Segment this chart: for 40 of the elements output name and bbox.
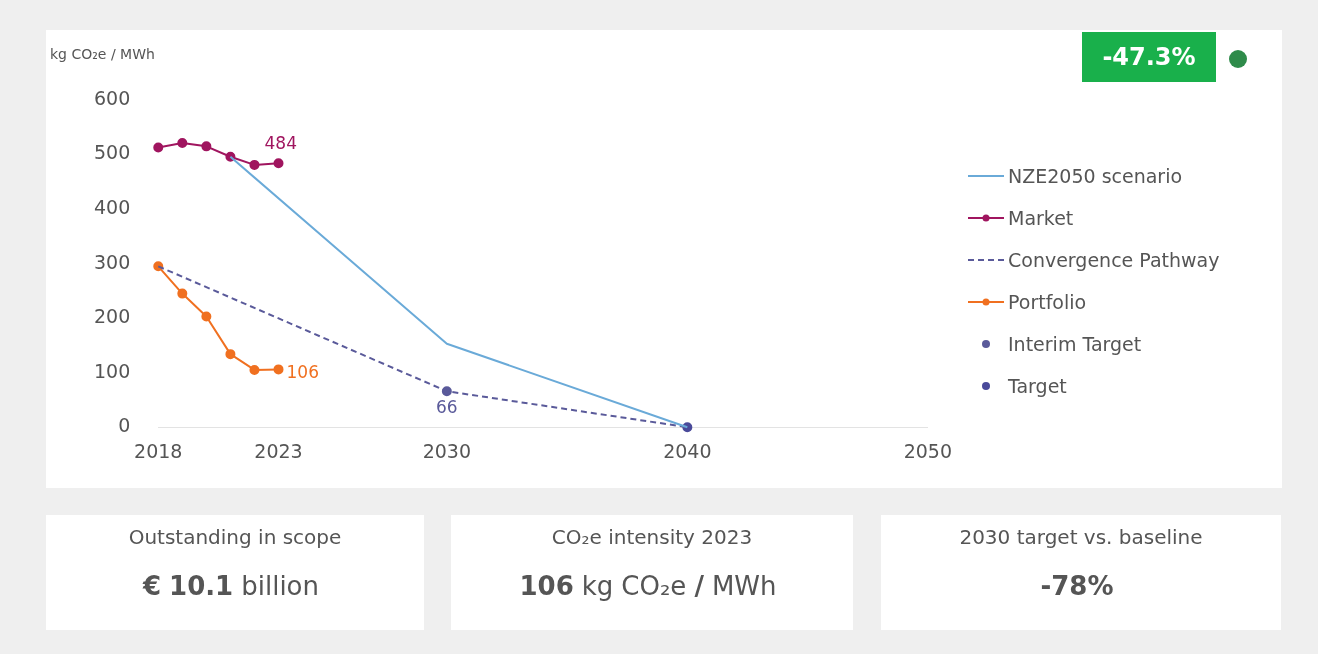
y-axis-title: kg CO₂e / MWh bbox=[50, 45, 155, 62]
y-tick-label: 500 bbox=[94, 141, 131, 164]
text: CO₂e intensity 2023 bbox=[550, 525, 754, 549]
legend-label: NZE2050 scenario bbox=[1008, 165, 1183, 187]
text: -47.3% bbox=[1082, 32, 1216, 82]
y-tick-label: 300 bbox=[94, 250, 131, 273]
point bbox=[273, 364, 284, 375]
x-tick-label: 2050 bbox=[903, 439, 952, 462]
data-label: 484 bbox=[264, 133, 297, 154]
point bbox=[177, 138, 188, 149]
data-label: 106 bbox=[286, 361, 319, 382]
text: 2030 target vs. baseline bbox=[958, 525, 1204, 549]
text: € 10.1 billion bbox=[142, 571, 320, 601]
point bbox=[249, 159, 260, 170]
y-tick-label: 0 bbox=[118, 414, 131, 437]
legend-label: Portfolio bbox=[1008, 291, 1087, 313]
point bbox=[201, 141, 212, 152]
y-tick-label: 100 bbox=[94, 359, 131, 382]
y-tick-label: 200 bbox=[94, 305, 131, 328]
legend-label: Interim Target bbox=[1008, 333, 1142, 355]
text: -78% bbox=[1040, 571, 1114, 601]
data-label: 66 bbox=[436, 397, 458, 418]
legend-label: Market bbox=[1008, 207, 1074, 229]
text: 106 kg CO₂e / MWh bbox=[519, 571, 777, 601]
point bbox=[249, 364, 260, 375]
x-tick-label: 2040 bbox=[663, 439, 712, 462]
y-tick-label: 600 bbox=[94, 86, 131, 109]
point bbox=[153, 142, 164, 153]
point bbox=[201, 311, 212, 322]
y-tick-label: 400 bbox=[94, 196, 131, 218]
text: Outstanding in scope bbox=[127, 525, 343, 549]
x-tick-label: 2023 bbox=[254, 439, 303, 462]
x-tick-label: 2030 bbox=[422, 439, 472, 462]
point bbox=[273, 158, 284, 169]
point bbox=[441, 386, 452, 397]
legend-label: Target bbox=[1008, 375, 1067, 397]
x-tick-label: 2018 bbox=[134, 439, 183, 462]
point bbox=[225, 349, 236, 360]
legend-label: Convergence Pathway bbox=[1008, 249, 1220, 271]
point bbox=[177, 288, 188, 299]
